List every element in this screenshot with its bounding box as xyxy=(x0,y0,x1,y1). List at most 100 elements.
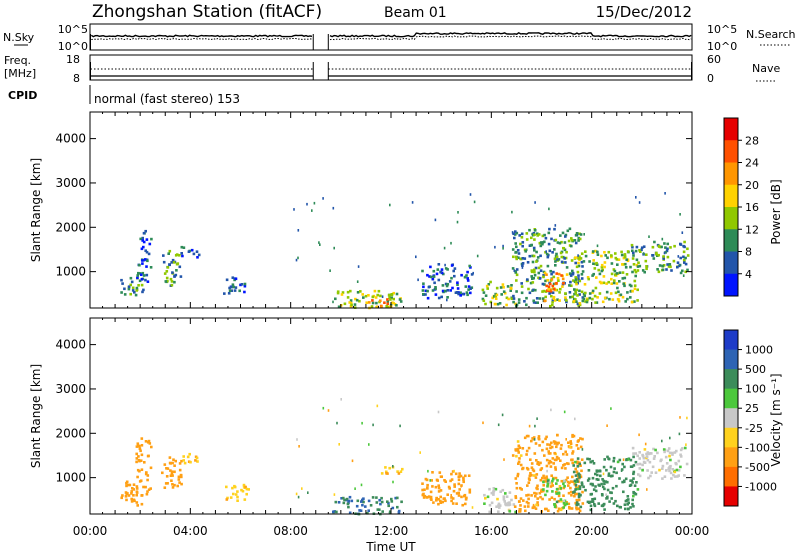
echo-cell xyxy=(572,464,575,467)
echo-cell xyxy=(666,449,670,453)
echo-region xyxy=(483,487,517,514)
echo-cell xyxy=(144,229,147,233)
echo-cell xyxy=(356,499,360,503)
colorbar-tick-label: 8 xyxy=(745,246,752,259)
echo-cell xyxy=(547,285,551,288)
echo-cell xyxy=(578,237,582,241)
echo-cell xyxy=(579,505,583,509)
echo-cell xyxy=(563,503,567,507)
echo-cell xyxy=(525,296,528,300)
echo-cell xyxy=(575,288,578,292)
echo-cell xyxy=(536,417,538,420)
echo-cell xyxy=(570,237,573,240)
echo-cell xyxy=(512,294,515,298)
echo-cell xyxy=(635,196,637,199)
echo-cell xyxy=(607,472,611,475)
echo-cell xyxy=(534,201,536,204)
echo-cell xyxy=(617,258,621,261)
echo-cell xyxy=(557,441,560,445)
echo-cell xyxy=(638,433,640,437)
echo-cell xyxy=(557,507,561,511)
echo-cell xyxy=(491,296,494,300)
echo-cell xyxy=(450,478,454,481)
echo-cell xyxy=(388,510,392,513)
echo-cell xyxy=(494,297,498,300)
echo-cell xyxy=(535,503,538,507)
echo-cell xyxy=(429,265,432,269)
echo-cell xyxy=(580,481,584,484)
echo-cell xyxy=(620,250,623,254)
echo-cell xyxy=(591,291,595,294)
echo-cell xyxy=(634,249,638,253)
echo-cell xyxy=(671,451,674,455)
echo-cell xyxy=(492,493,495,496)
echo-cell xyxy=(553,287,556,291)
echo-cell xyxy=(444,263,446,267)
echo-cell xyxy=(629,265,632,269)
echo-cell xyxy=(144,472,148,476)
echo-cell xyxy=(533,452,537,455)
echo-cell xyxy=(573,479,577,483)
echo-cell xyxy=(180,475,183,479)
echo-cell xyxy=(444,267,448,270)
echo-cell xyxy=(140,468,144,471)
echo-cell xyxy=(544,493,547,497)
echo-cell xyxy=(553,503,556,506)
echo-cell xyxy=(366,512,369,515)
echo-cell xyxy=(123,287,126,291)
echo-cell xyxy=(538,276,542,280)
echo-cell xyxy=(666,255,670,259)
echo-cell xyxy=(548,207,550,211)
echo-cell xyxy=(515,454,518,458)
echo-cell xyxy=(384,466,387,469)
echo-cell xyxy=(549,485,553,488)
echo-cell xyxy=(376,293,379,297)
echo-cell xyxy=(571,480,575,484)
echo-region xyxy=(511,227,585,308)
echo-cell xyxy=(564,478,568,482)
echo-cell xyxy=(437,263,441,266)
echo-cell xyxy=(446,298,448,302)
echo-cell xyxy=(576,475,580,478)
echo-cell xyxy=(173,280,176,284)
echo-cell xyxy=(573,492,577,496)
echo-cell xyxy=(631,481,634,484)
echo-cell xyxy=(170,283,174,287)
echo-cell xyxy=(631,502,634,506)
echo-cell xyxy=(558,485,562,488)
echo-cell xyxy=(367,294,370,297)
echo-cell xyxy=(400,500,403,504)
echo-cell xyxy=(548,459,552,463)
echo-cell xyxy=(471,506,474,509)
echo-cell xyxy=(145,250,149,254)
echo-cell xyxy=(674,461,677,465)
echo-cell xyxy=(180,245,184,249)
echo-cell xyxy=(135,452,138,456)
echo-cell xyxy=(603,508,606,511)
echo-cell xyxy=(226,496,229,500)
echo-cell xyxy=(332,510,335,514)
echo-cell xyxy=(376,404,379,408)
echo-cell xyxy=(444,480,447,483)
echo-cell xyxy=(454,472,458,476)
echo-region xyxy=(136,229,153,283)
echo-cell xyxy=(498,504,502,507)
echo-cell xyxy=(456,281,459,284)
echo-cell xyxy=(520,236,524,239)
echo-cell xyxy=(606,256,609,260)
echo-cell xyxy=(453,485,456,488)
echo-cell xyxy=(503,500,506,503)
echo-cell xyxy=(372,423,374,427)
echo-cell xyxy=(685,443,687,446)
station-title: Zhongshan Station (fitACF) xyxy=(92,2,322,22)
echo-cell xyxy=(144,440,148,443)
echo-cell xyxy=(652,457,656,460)
echo-cell xyxy=(367,499,371,503)
echo-cell xyxy=(682,274,685,277)
echo-cell xyxy=(610,277,613,281)
echo-cell xyxy=(322,406,325,410)
echo-cell xyxy=(578,303,582,307)
echo-cell xyxy=(633,268,637,272)
echo-cell xyxy=(130,280,134,284)
echo-cell xyxy=(550,294,553,298)
